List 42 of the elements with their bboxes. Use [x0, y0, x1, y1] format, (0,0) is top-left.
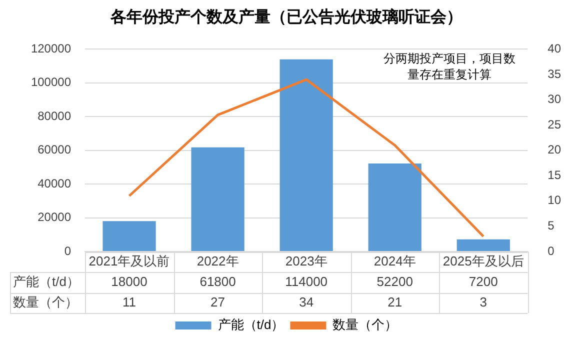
y-tick-label: 120000	[30, 42, 72, 56]
y2-tick-label: 35	[548, 66, 562, 81]
bar	[368, 164, 422, 251]
data-label: 18000	[111, 274, 148, 289]
bar	[456, 239, 510, 251]
chart-title: 各年份投产个数及产量（已公告光伏玻璃听证会）	[110, 8, 462, 26]
y-tick-label: 60000	[38, 142, 72, 157]
x-tick-label: 2021年及以前	[88, 253, 170, 268]
y-tick-label: 20000	[38, 210, 72, 224]
data-label: 3	[480, 294, 488, 310]
y2-tick-label: 20	[548, 142, 562, 157]
y-tick-label: 80000	[38, 108, 72, 123]
legend-label: 产能（t/d）	[218, 317, 284, 332]
y2-tick-label: 40	[548, 42, 562, 56]
bar	[191, 147, 244, 251]
y-tick-label: 0	[64, 244, 72, 258]
x-tick-label: 2025年及以后	[442, 253, 524, 268]
text: 数量（个）	[13, 294, 78, 310]
data-label: 27	[210, 294, 226, 310]
data-label: 11	[122, 294, 136, 310]
annotation: 分两期投产项目，项目数量存在重复计算	[384, 52, 516, 82]
data-label: 7200	[468, 274, 498, 289]
data-label: 52200	[376, 274, 413, 289]
data-label: 34	[299, 294, 314, 310]
y-tick-label: 40000	[38, 176, 72, 190]
x-tick-label: 2022年	[196, 253, 239, 268]
data-label: 61800	[200, 274, 236, 289]
text: 产能（t/d）	[13, 274, 80, 289]
y2-tick-label: 30	[548, 92, 562, 106]
y2-tick-label: 5	[548, 218, 555, 233]
bar	[102, 221, 156, 251]
y-tick-label: 100000	[30, 75, 72, 90]
data-label: 21	[388, 294, 402, 310]
x-tick-label: 2024年	[374, 253, 416, 268]
y2-tick-label: 10	[548, 193, 562, 208]
data-label: 114000	[285, 274, 328, 289]
x-tick-label: 2023年	[285, 253, 328, 268]
y2-tick-label: 25	[548, 117, 562, 132]
bar	[280, 59, 333, 251]
y2-tick-label: 0	[548, 244, 555, 258]
y2-tick-label: 15	[548, 168, 562, 182]
legend-label: 数量（个）	[332, 317, 398, 332]
